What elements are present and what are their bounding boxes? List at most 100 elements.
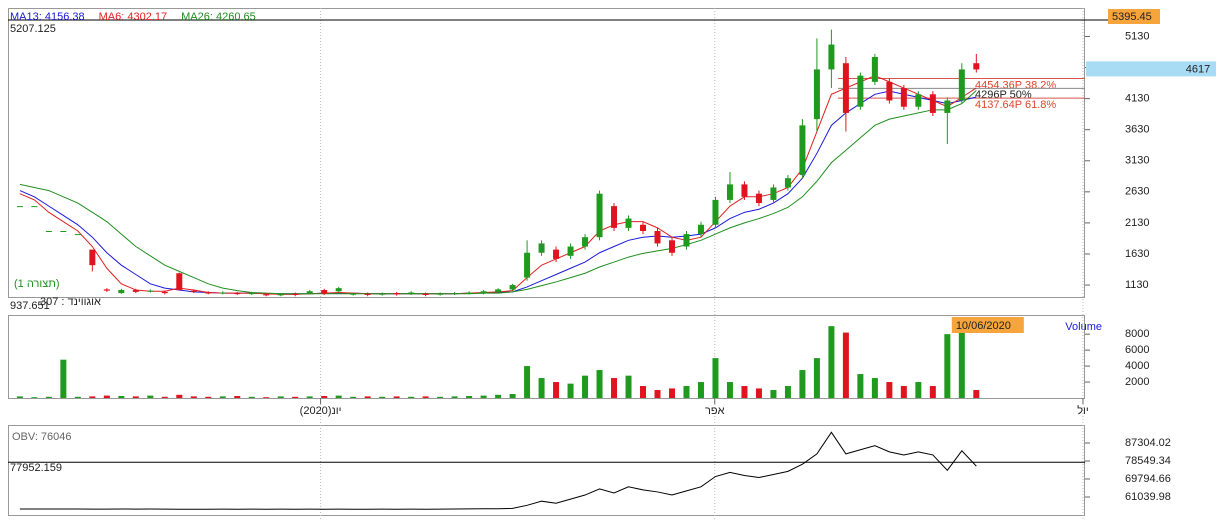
volume-bar: [292, 396, 299, 398]
candle-body: [784, 178, 791, 188]
candle-body: [944, 100, 951, 113]
candle-body: [393, 293, 400, 295]
volume-bar: [234, 396, 241, 398]
candle-body: [582, 237, 589, 247]
volume-bar: [553, 382, 560, 398]
volume-bar: [321, 396, 328, 398]
legend-entry: MA13: 4156.38: [10, 11, 85, 23]
volume-bar: [16, 396, 23, 398]
volume-bar: [611, 378, 618, 398]
y-tick-label: 4000: [1125, 360, 1149, 372]
y-tick-label: 2000: [1125, 376, 1149, 388]
candle-body: [712, 199, 719, 225]
candle-body: [915, 94, 922, 107]
candle-body: [176, 273, 183, 291]
volume-bar: [784, 386, 791, 398]
volume-bar: [755, 388, 762, 398]
candle-body: [842, 63, 849, 113]
legend-entry: MA6: 4302.17: [99, 11, 168, 23]
volume-bar: [567, 383, 574, 398]
volume-bar: [408, 396, 415, 398]
volume-bar: [712, 358, 719, 398]
volume-bar: [60, 359, 67, 398]
volume-bar: [118, 396, 125, 398]
volume-bar: [335, 395, 342, 398]
candle-body: [248, 293, 255, 295]
candle-body: [697, 224, 704, 235]
candle-body: [292, 293, 299, 295]
volume-bar: [726, 382, 733, 398]
volume-bar: [958, 322, 965, 398]
volume-bar: [944, 334, 951, 398]
volume-bar: [828, 326, 835, 398]
candle-body: [640, 224, 647, 231]
volume-bar: [915, 382, 922, 398]
y-tick-label: 1130: [1125, 279, 1149, 291]
volume-bar: [45, 396, 52, 398]
volume-bar: [89, 396, 96, 398]
candle-body: [132, 290, 139, 292]
volume-bar: [799, 370, 806, 398]
candle-body: [422, 293, 429, 295]
candle-body: [161, 291, 168, 294]
volume-bar: [422, 396, 429, 398]
candle-body: [437, 293, 444, 295]
volume-bar: [132, 396, 139, 398]
volume-bar: [582, 375, 589, 398]
pattern-label: (1 תצורה): [14, 278, 60, 290]
candle-body: [263, 294, 270, 296]
y-tick-label: 1630: [1125, 248, 1149, 260]
volume-bar: [524, 366, 531, 398]
volume-bar: [205, 396, 212, 398]
y-tick-label: 78549.34: [1125, 455, 1171, 467]
volume-bar: [697, 382, 704, 398]
candle-body: [495, 289, 502, 292]
candle-body: [408, 292, 415, 294]
volume-bar: [437, 396, 444, 398]
volume-bar: [668, 388, 675, 398]
volume-bar: [480, 395, 487, 398]
volume-bar: [161, 396, 168, 398]
current-price-box: [1086, 61, 1216, 77]
candle-body: [335, 288, 342, 292]
candle-body: [553, 249, 560, 259]
volume-bar: [973, 390, 980, 398]
volume-bar: [103, 395, 110, 398]
candle-body: [929, 94, 936, 113]
candle-body: [799, 125, 806, 176]
obv-title: OBV: 76046: [12, 431, 72, 443]
y-tick-label: 3630: [1125, 124, 1149, 136]
candle-body: [886, 81, 893, 101]
x-tick-label: אפר: [705, 405, 725, 417]
candle-body: [538, 243, 545, 253]
candle-body: [466, 292, 473, 294]
volume-bar: [842, 332, 849, 398]
volume-bar: [147, 395, 154, 398]
volume-bar: [277, 396, 284, 398]
candle-body: [755, 193, 762, 204]
volume-bar: [306, 396, 313, 398]
volume-bar: [857, 374, 864, 398]
volume-bar: [263, 397, 270, 398]
volume-bar: [350, 396, 357, 398]
candle-body: [567, 246, 574, 256]
candle-body: [277, 294, 284, 296]
candle-body: [306, 291, 313, 294]
price-marker: 5395.45: [1112, 11, 1152, 23]
volume-bar: [509, 394, 516, 398]
price-panel: [8, 8, 1085, 298]
legend-entry: MA26: 4260.65: [181, 11, 256, 23]
y-tick-label: 4130: [1125, 93, 1149, 105]
candle-body: [60, 230, 67, 232]
obv-panel: [8, 425, 1085, 516]
crosshair-value: 77952.159: [10, 462, 62, 474]
y-tick-label: 2630: [1125, 186, 1149, 198]
candle-body: [45, 230, 52, 232]
volume-bar: [625, 375, 632, 398]
volume-bar: [248, 396, 255, 398]
candle-body: [683, 234, 690, 247]
candle-body: [103, 289, 110, 291]
candle-body: [31, 206, 38, 208]
y-tick-label: 5130: [1125, 30, 1149, 42]
